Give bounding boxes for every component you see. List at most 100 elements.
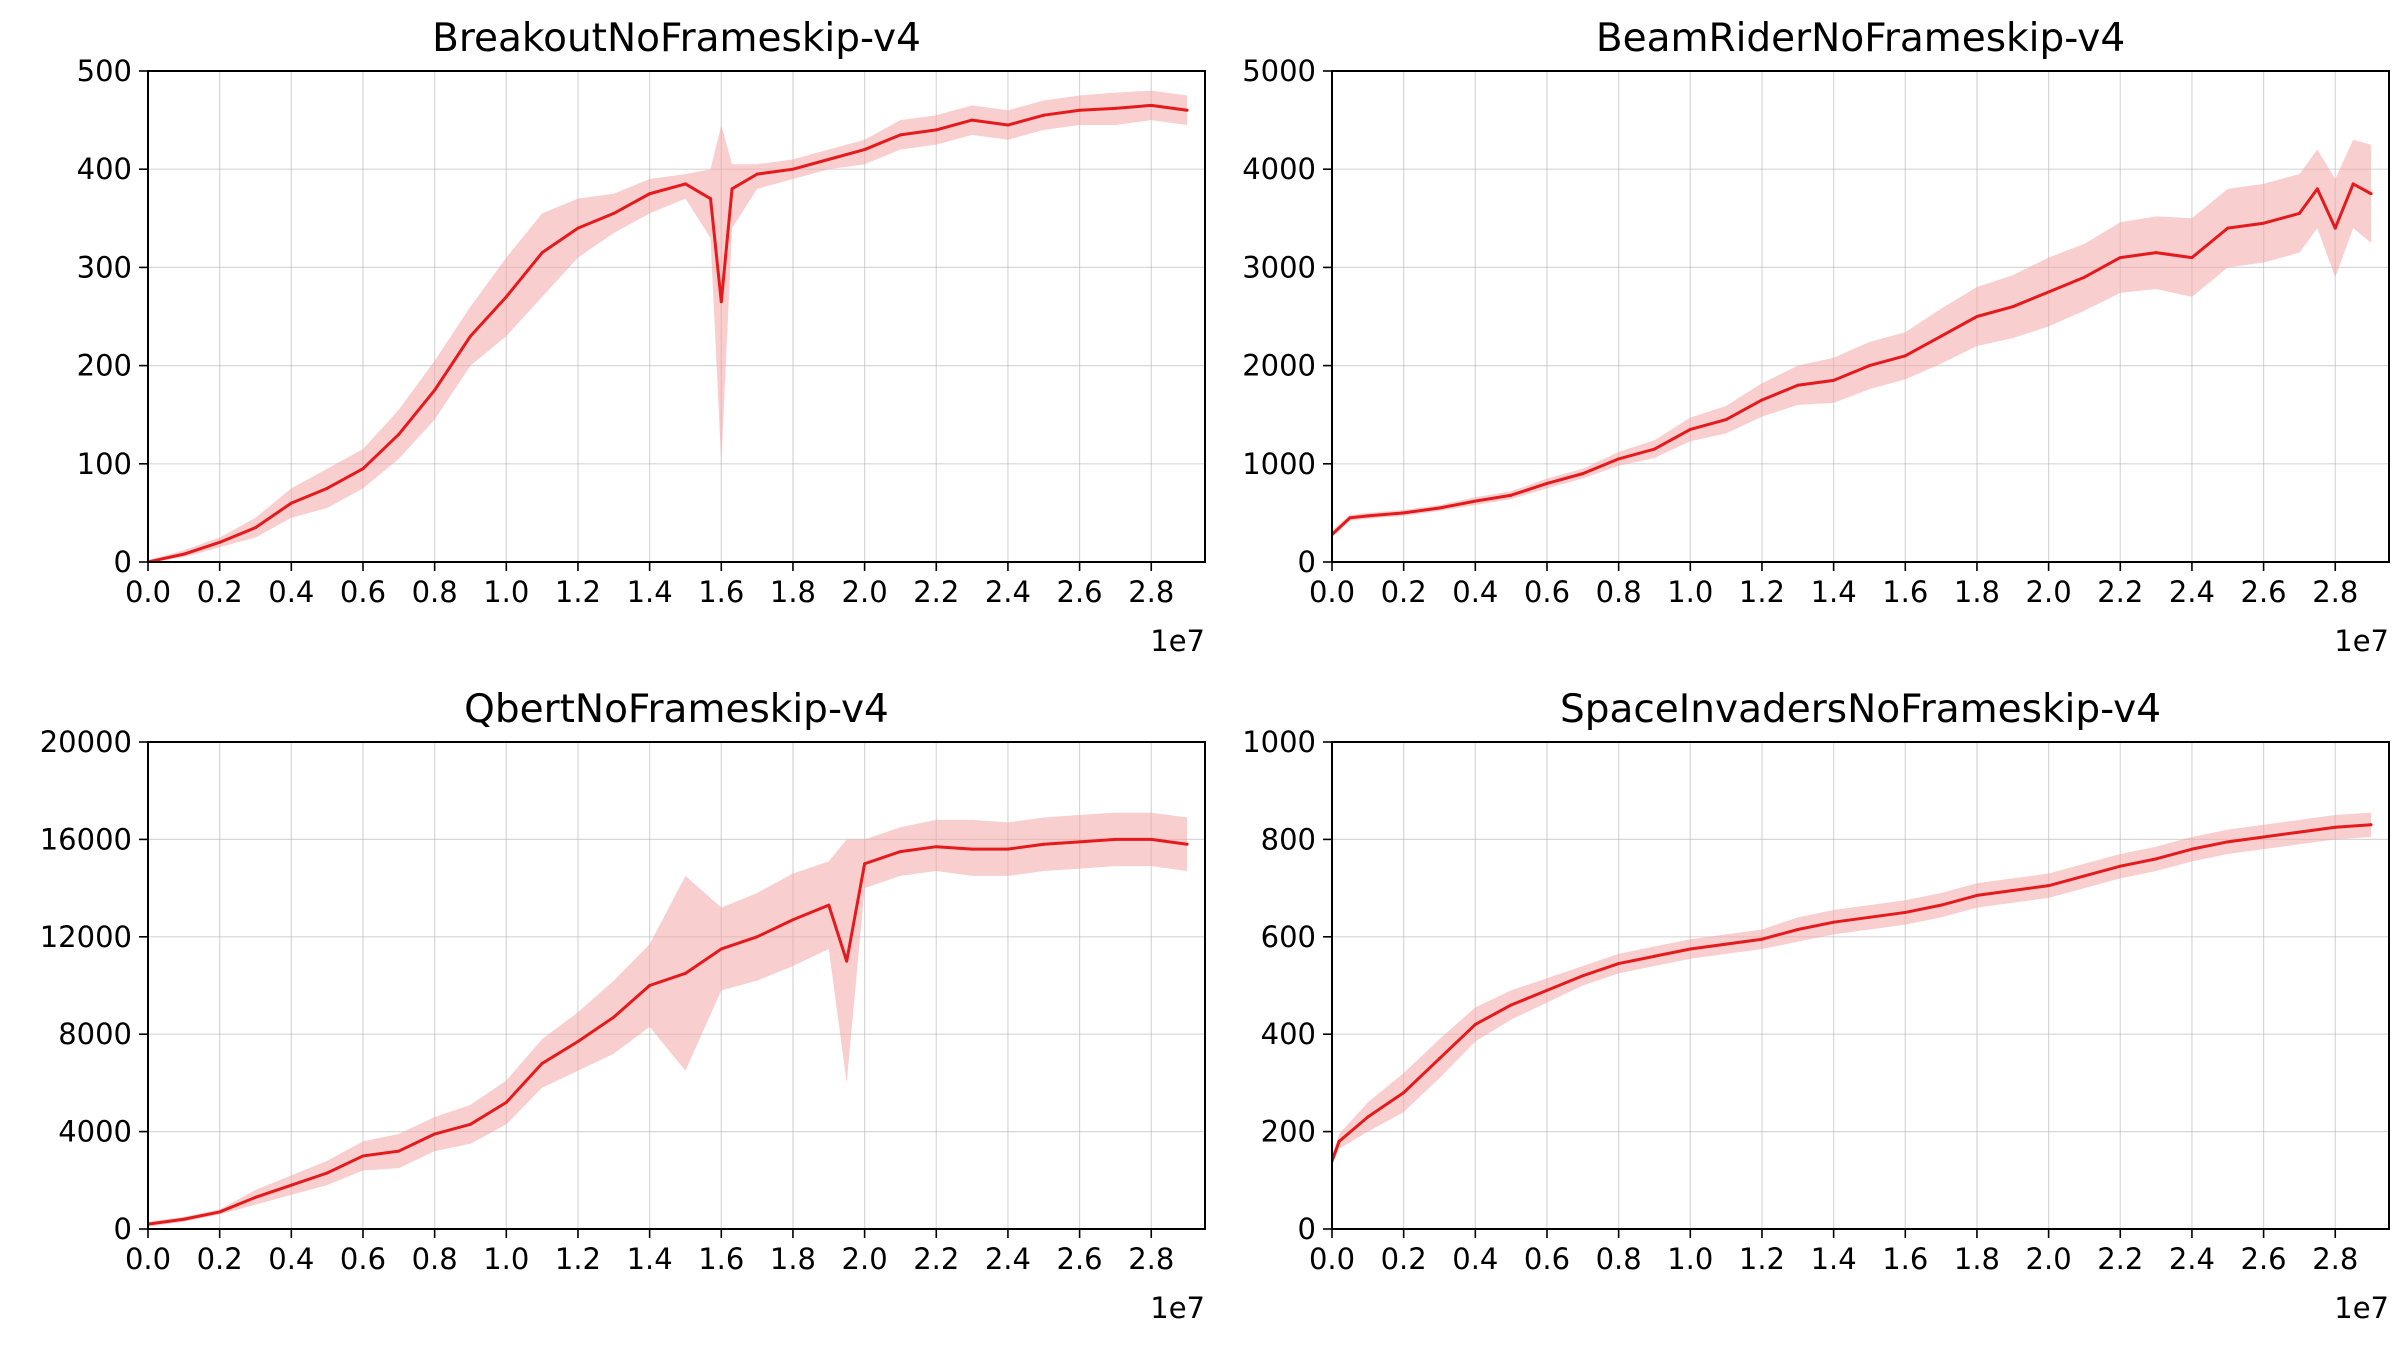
plot-area bbox=[1332, 139, 2373, 538]
y-tick-label: 0 bbox=[114, 545, 132, 579]
chart-panel-beamrider: BeamRiderNoFrameskip-v4 0.0 0.2 0.4 0.6 0.8 1.… bbox=[1242, 16, 2390, 658]
chart-panel-spaceinvaders: SpaceInvadersNoFrameskip-v4 0.0 0.2 0.4 0.6 0… bbox=[1242, 687, 2390, 1325]
data-point bbox=[1688, 427, 1692, 431]
data-point bbox=[1796, 927, 1800, 931]
data-point bbox=[1545, 481, 1549, 485]
data-point bbox=[1652, 954, 1656, 958]
data-point bbox=[1509, 493, 1513, 497]
y-tick-label: 600 bbox=[1261, 920, 1316, 954]
data-point bbox=[2297, 211, 2301, 215]
y-tick-label: 800 bbox=[1261, 822, 1316, 856]
chart-title: SpaceInvadersNoFrameskip-v4 bbox=[1560, 687, 2161, 732]
data-point bbox=[2262, 835, 2266, 839]
data-point bbox=[683, 971, 687, 975]
data-point bbox=[1975, 893, 1979, 897]
x-tick-label: 0.2 bbox=[1381, 575, 1427, 609]
x-tick-label: 2.8 bbox=[1128, 575, 1174, 609]
x-tick-label: 2.2 bbox=[2097, 1242, 2143, 1276]
chart-panel-qbert: QbertNoFrameskip-v4 0.0 0.2 0.4 0.6 0.8 1.0 1.2… bbox=[40, 687, 1206, 1325]
data-point bbox=[2315, 187, 2319, 191]
y-tick-label: 20000 bbox=[40, 725, 132, 759]
data-point bbox=[182, 1217, 186, 1221]
axes-frame bbox=[147, 741, 1206, 1230]
plot-area bbox=[1332, 812, 2373, 1166]
x-tick-label: 0.6 bbox=[340, 1242, 386, 1276]
x-tick-label: 2.0 bbox=[842, 575, 888, 609]
data-point bbox=[1042, 113, 1046, 117]
data-point bbox=[2047, 884, 2051, 888]
axes-frame bbox=[1331, 70, 2390, 563]
x-tick-label: 1.2 bbox=[555, 1242, 601, 1276]
chart-title: BreakoutNoFrameskip-v4 bbox=[432, 16, 921, 61]
data-point bbox=[2047, 290, 2051, 294]
axes-frame bbox=[147, 70, 1206, 563]
data-point bbox=[1473, 499, 1477, 503]
y-tick-label: 4000 bbox=[1242, 152, 1316, 186]
y-tick-label: 0 bbox=[1298, 1212, 1316, 1246]
data-point bbox=[2118, 864, 2122, 868]
data-point bbox=[1042, 842, 1046, 846]
data-point bbox=[218, 1210, 222, 1214]
data-point bbox=[898, 850, 902, 854]
data-point bbox=[1402, 511, 1406, 515]
data-point bbox=[1185, 108, 1189, 112]
x-tick-label: 1.8 bbox=[770, 575, 816, 609]
x-tick-label: 0.6 bbox=[340, 575, 386, 609]
x-tick-label: 0.0 bbox=[1309, 575, 1355, 609]
data-point bbox=[791, 918, 795, 922]
y-tick-label: 8000 bbox=[58, 1017, 132, 1051]
data-point bbox=[863, 148, 867, 152]
y-tick-label: 200 bbox=[1261, 1115, 1316, 1149]
x-tick-label: 2.6 bbox=[1057, 1242, 1103, 1276]
data-point bbox=[1796, 383, 1800, 387]
y-tick-label: 4000 bbox=[58, 1115, 132, 1149]
y-tick-label: 400 bbox=[77, 152, 132, 186]
data-point bbox=[730, 187, 734, 191]
x-tick-label: 1.8 bbox=[770, 1242, 816, 1276]
x-tick-label: 1.0 bbox=[1667, 1242, 1713, 1276]
x-tick-label: 0.0 bbox=[125, 1242, 171, 1276]
data-point bbox=[1078, 840, 1082, 844]
data-point bbox=[683, 182, 687, 186]
data-point bbox=[2333, 825, 2337, 829]
data-point bbox=[1006, 123, 1010, 127]
data-point bbox=[1832, 920, 1836, 924]
x-tick-label: 2.4 bbox=[985, 1242, 1031, 1276]
data-point bbox=[253, 1195, 257, 1199]
x-tick-label: 2.6 bbox=[2241, 575, 2287, 609]
x-tick-label: 1.6 bbox=[698, 1242, 744, 1276]
chart-title: BeamRiderNoFrameskip-v4 bbox=[1596, 16, 2125, 61]
x-offset-label: 1e7 bbox=[1150, 1291, 1205, 1325]
data-point bbox=[325, 1171, 329, 1175]
data-point bbox=[898, 133, 902, 137]
x-tick-label: 1.6 bbox=[1882, 1242, 1928, 1276]
data-point bbox=[1113, 106, 1117, 110]
data-point bbox=[1903, 910, 1907, 914]
x-tick-label: 0.6 bbox=[1524, 575, 1570, 609]
series-line bbox=[148, 103, 1188, 562]
x-tick-label: 2.4 bbox=[2169, 575, 2215, 609]
x-tick-label: 1.0 bbox=[1667, 575, 1713, 609]
data-point bbox=[236, 1203, 240, 1207]
x-tick-label: 0.6 bbox=[1524, 1242, 1570, 1276]
x-tick-label: 0.4 bbox=[1452, 575, 1498, 609]
data-point bbox=[2190, 256, 2194, 260]
data-point bbox=[709, 197, 713, 201]
data-point bbox=[2154, 857, 2158, 861]
x-tick-label: 2.2 bbox=[2097, 575, 2143, 609]
data-point bbox=[827, 157, 831, 161]
x-tick-label: 1.0 bbox=[483, 1242, 529, 1276]
x-offset-label: 1e7 bbox=[2334, 1291, 2389, 1325]
x-tick-label: 1.6 bbox=[698, 575, 744, 609]
y-tick-label: 100 bbox=[77, 447, 132, 481]
data-point bbox=[1366, 514, 1370, 518]
data-point bbox=[648, 192, 652, 196]
data-point bbox=[468, 1122, 472, 1126]
y-tick-label: 1000 bbox=[1242, 447, 1316, 481]
x-tick-label: 1.4 bbox=[1811, 1242, 1857, 1276]
x-tick-label: 0.8 bbox=[1596, 1242, 1642, 1276]
confidence-band bbox=[148, 90, 1188, 562]
data-point bbox=[1402, 1091, 1406, 1095]
y-tick-label: 500 bbox=[77, 54, 132, 88]
data-point bbox=[1975, 315, 1979, 318]
